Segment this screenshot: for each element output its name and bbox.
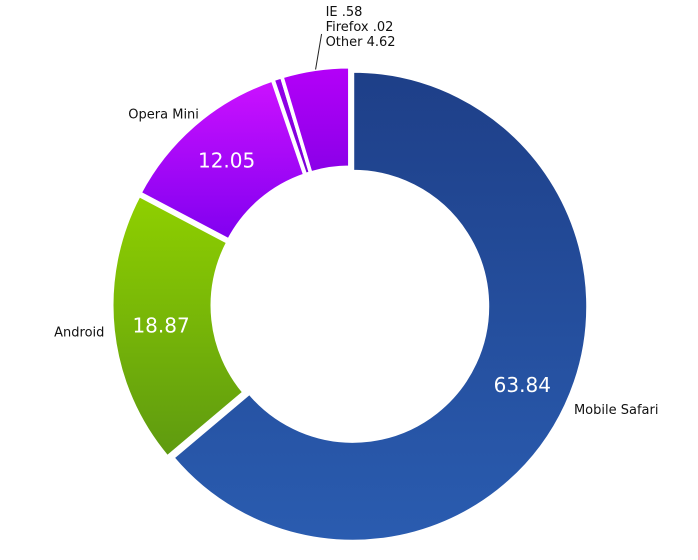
small-slices-leader-line [315, 33, 323, 70]
small-slice-label-0: IE .58 [326, 5, 363, 20]
slices-layer [110, 65, 590, 543]
category-label-opera-mini: Opera Mini [128, 108, 199, 123]
slice-android[interactable] [110, 194, 246, 459]
small-slice-label-2: Other 4.62 [326, 35, 396, 50]
value-label-android: 18.87 [132, 313, 189, 337]
category-label-mobile-safari: Mobile Safari [574, 403, 659, 418]
small-slice-label-1: Firefox .02 [326, 20, 394, 35]
value-label-opera-mini: 12.05 [198, 149, 255, 173]
labels-layer: 63.84 18.87 12.05 Mobile Safari Android Opera… [54, 5, 658, 418]
slice-other[interactable] [280, 65, 352, 175]
slice-mobile-safari[interactable] [171, 69, 590, 543]
category-label-android: Android [54, 325, 104, 340]
value-label-mobile-safari: 63.84 [494, 373, 551, 397]
